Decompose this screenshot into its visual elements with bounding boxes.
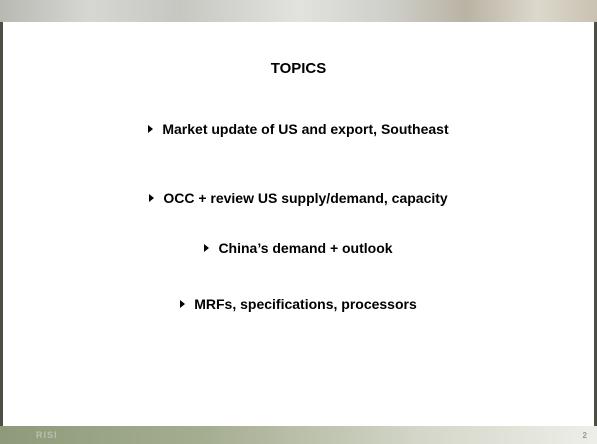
bullet-item: Market update of US and export, Southeas…: [0, 121, 597, 137]
bullet: [204, 244, 210, 252]
bullet-text: Market update of US and export, Southeas…: [162, 121, 449, 137]
bullet-item: OCC + review US supply/demand, capacity: [0, 190, 597, 206]
left-edge: [0, 22, 3, 426]
bullet-text: MRFs, specifications, processors: [194, 296, 417, 312]
bullet: [149, 194, 155, 202]
bullet: [148, 125, 154, 133]
page-number: 2: [582, 431, 587, 440]
slide-title: TOPICS: [270, 60, 327, 77]
bullet: [180, 300, 186, 308]
bullet-item: MRFs, specifications, processors: [0, 296, 597, 312]
banner: [0, 0, 597, 22]
footer-bar: [0, 426, 597, 444]
bullet-item: China’s demand + outlook: [0, 240, 597, 256]
bullet-text: OCC + review US supply/demand, capacity: [163, 190, 448, 206]
right-edge: [594, 22, 597, 426]
footer-logo: RISI: [36, 430, 58, 440]
bullet-text: China’s demand + outlook: [218, 240, 393, 256]
